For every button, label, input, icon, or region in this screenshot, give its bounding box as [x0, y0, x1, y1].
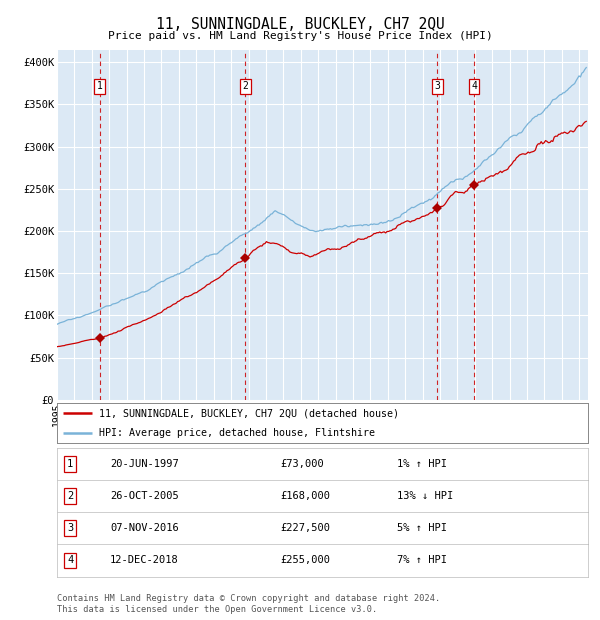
Text: 3: 3 [434, 81, 440, 91]
Text: £255,000: £255,000 [280, 556, 330, 565]
Text: 3: 3 [67, 523, 73, 533]
Text: 13% ↓ HPI: 13% ↓ HPI [397, 491, 453, 501]
Text: £227,500: £227,500 [280, 523, 330, 533]
Text: £168,000: £168,000 [280, 491, 330, 501]
Text: 5% ↑ HPI: 5% ↑ HPI [397, 523, 447, 533]
Text: HPI: Average price, detached house, Flintshire: HPI: Average price, detached house, Flin… [100, 428, 376, 438]
Text: 1% ↑ HPI: 1% ↑ HPI [397, 459, 447, 469]
Text: 12-DEC-2018: 12-DEC-2018 [110, 556, 179, 565]
Text: 07-NOV-2016: 07-NOV-2016 [110, 523, 179, 533]
Text: £73,000: £73,000 [280, 459, 324, 469]
Text: 26-OCT-2005: 26-OCT-2005 [110, 491, 179, 501]
Text: 1: 1 [97, 81, 103, 91]
Text: 2: 2 [67, 491, 73, 501]
Text: Contains HM Land Registry data © Crown copyright and database right 2024.
This d: Contains HM Land Registry data © Crown c… [57, 595, 440, 614]
Text: 7% ↑ HPI: 7% ↑ HPI [397, 556, 447, 565]
Text: Price paid vs. HM Land Registry's House Price Index (HPI): Price paid vs. HM Land Registry's House … [107, 31, 493, 41]
Text: 11, SUNNINGDALE, BUCKLEY, CH7 2QU: 11, SUNNINGDALE, BUCKLEY, CH7 2QU [155, 17, 445, 32]
Text: 2: 2 [242, 81, 248, 91]
Text: 4: 4 [471, 81, 477, 91]
Text: 4: 4 [67, 556, 73, 565]
Text: 11, SUNNINGDALE, BUCKLEY, CH7 2QU (detached house): 11, SUNNINGDALE, BUCKLEY, CH7 2QU (detac… [100, 408, 400, 418]
Text: 1: 1 [67, 459, 73, 469]
Text: 20-JUN-1997: 20-JUN-1997 [110, 459, 179, 469]
